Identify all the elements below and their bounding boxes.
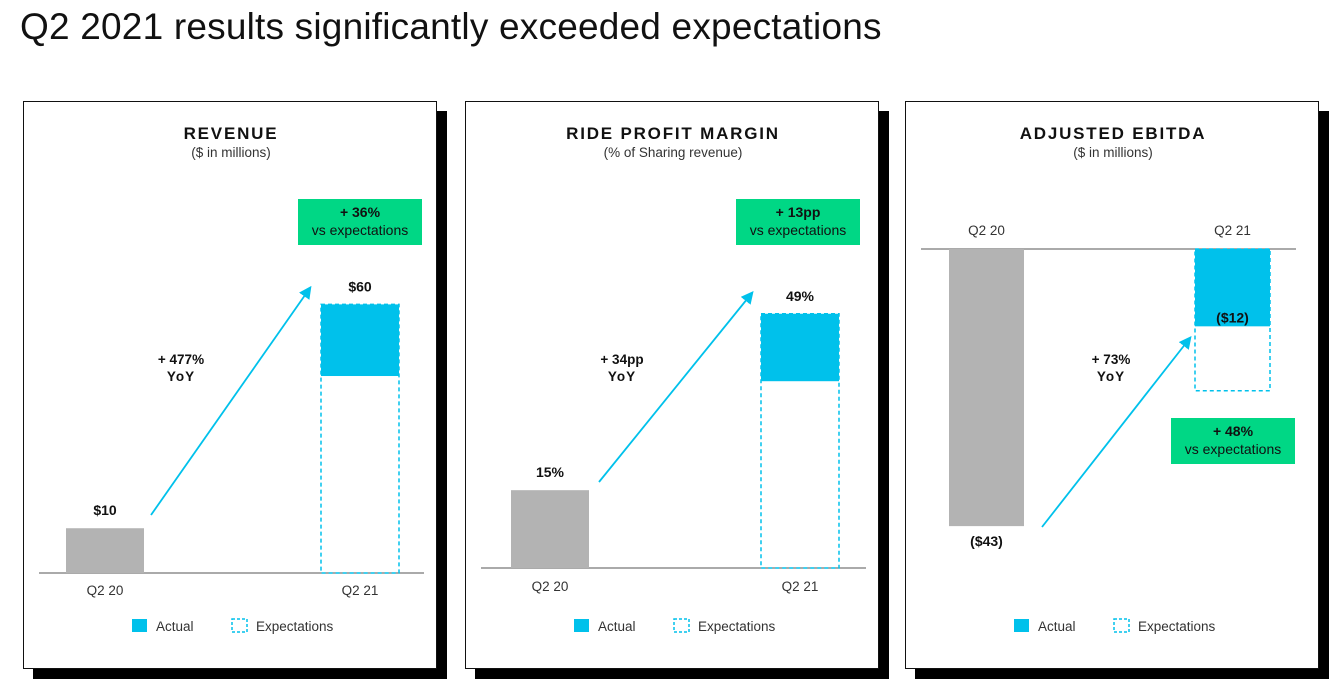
panel-card: REVENUE ($ in millions) $10 $60 Q2 20 Q2 21 + … [23, 101, 437, 669]
data-label-q2-20: 15% [536, 464, 565, 480]
growth-sublabel: YoY [167, 369, 195, 384]
legend-swatch-expectations [1113, 618, 1130, 633]
growth-arrow [1041, 336, 1192, 528]
chart-title: REVENUE [184, 124, 279, 143]
chart-subtitle: ($ in millions) [1073, 145, 1153, 160]
adjusted-ebitda-chart: ADJUSTED EBITDA ($ in millions) ($43) ($12)… [921, 124, 1296, 634]
data-label-q2-20: ($43) [970, 533, 1003, 549]
growth-sublabel: YoY [608, 369, 636, 384]
legend-swatch-actual [574, 619, 589, 632]
tick-label-q2-20: Q2 20 [532, 579, 569, 594]
legend-label-actual: Actual [156, 619, 194, 634]
legend-label-expectations: Expectations [1138, 619, 1216, 634]
growth-label: + 34pp [600, 352, 643, 367]
legend-swatch-expectations [231, 618, 248, 633]
ride-profit-margin-panel: RIDE PROFIT MARGIN (% of Sharing revenue)… [465, 101, 891, 681]
bar-q2-21-actual [1195, 249, 1270, 327]
panel-card: ADJUSTED EBITDA ($ in millions) ($43) ($12)… [905, 101, 1319, 669]
bar-q2-21-actual [761, 313, 839, 382]
data-label-q2-21: $60 [348, 278, 372, 294]
tick-label-q2-20: Q2 20 [968, 223, 1005, 238]
ride-profit-margin-chart: RIDE PROFIT MARGIN (% of Sharing revenue)… [481, 124, 866, 634]
bar-q2-20 [511, 490, 589, 568]
growth-arrow [598, 291, 754, 483]
legend-label-expectations: Expectations [698, 619, 776, 634]
vs-expectations-badge [736, 199, 860, 245]
badge-caption: vs expectations [312, 222, 409, 238]
data-label-q2-20: $10 [93, 502, 117, 518]
tick-label-q2-21: Q2 21 [1214, 223, 1251, 238]
growth-label: + 73% [1092, 352, 1131, 367]
badge-value: + 48% [1213, 423, 1254, 439]
bar-q2-20 [66, 528, 144, 573]
bar-q2-20 [949, 249, 1024, 527]
chart-title: RIDE PROFIT MARGIN [566, 124, 780, 143]
chart-subtitle: (% of Sharing revenue) [604, 145, 743, 160]
badge-caption: vs expectations [750, 222, 847, 238]
data-label-q2-21: 49% [786, 288, 815, 304]
growth-arrow [150, 285, 312, 516]
legend-swatch-expectations [673, 618, 690, 633]
revenue-panel: REVENUE ($ in millions) $10 $60 Q2 20 Q2 21 + … [23, 101, 449, 681]
badge-caption: vs expectations [1185, 441, 1282, 457]
tick-label-q2-21: Q2 21 [782, 579, 819, 594]
chart-subtitle: ($ in millions) [191, 145, 271, 160]
adjusted-ebitda-panel: ADJUSTED EBITDA ($ in millions) ($43) ($12)… [905, 101, 1331, 681]
vs-expectations-badge [1171, 418, 1295, 464]
vs-expectations-badge [298, 199, 422, 245]
bar-q2-21-actual [321, 304, 399, 377]
tick-label-q2-21: Q2 21 [342, 583, 379, 598]
badge-value: + 36% [340, 204, 381, 220]
growth-sublabel: YoY [1097, 369, 1125, 384]
bar-q2-21-expectations [760, 313, 840, 569]
legend-label-expectations: Expectations [256, 619, 334, 634]
legend-label-actual: Actual [1038, 619, 1076, 634]
chart-title: ADJUSTED EBITDA [1020, 124, 1207, 143]
growth-label: + 477% [158, 352, 204, 367]
badge-value: + 13pp [776, 204, 821, 220]
data-label-q2-21: ($12) [1216, 309, 1249, 325]
legend-label-actual: Actual [598, 619, 636, 634]
legend-swatch-actual [132, 619, 147, 632]
panel-card: RIDE PROFIT MARGIN (% of Sharing revenue)… [465, 101, 879, 669]
page-title: Q2 2021 results significantly exceeded e… [20, 6, 882, 47]
revenue-chart: REVENUE ($ in millions) $10 $60 Q2 20 Q2 21 + … [39, 124, 424, 634]
legend-swatch-actual [1014, 619, 1029, 632]
tick-label-q2-20: Q2 20 [87, 583, 124, 598]
